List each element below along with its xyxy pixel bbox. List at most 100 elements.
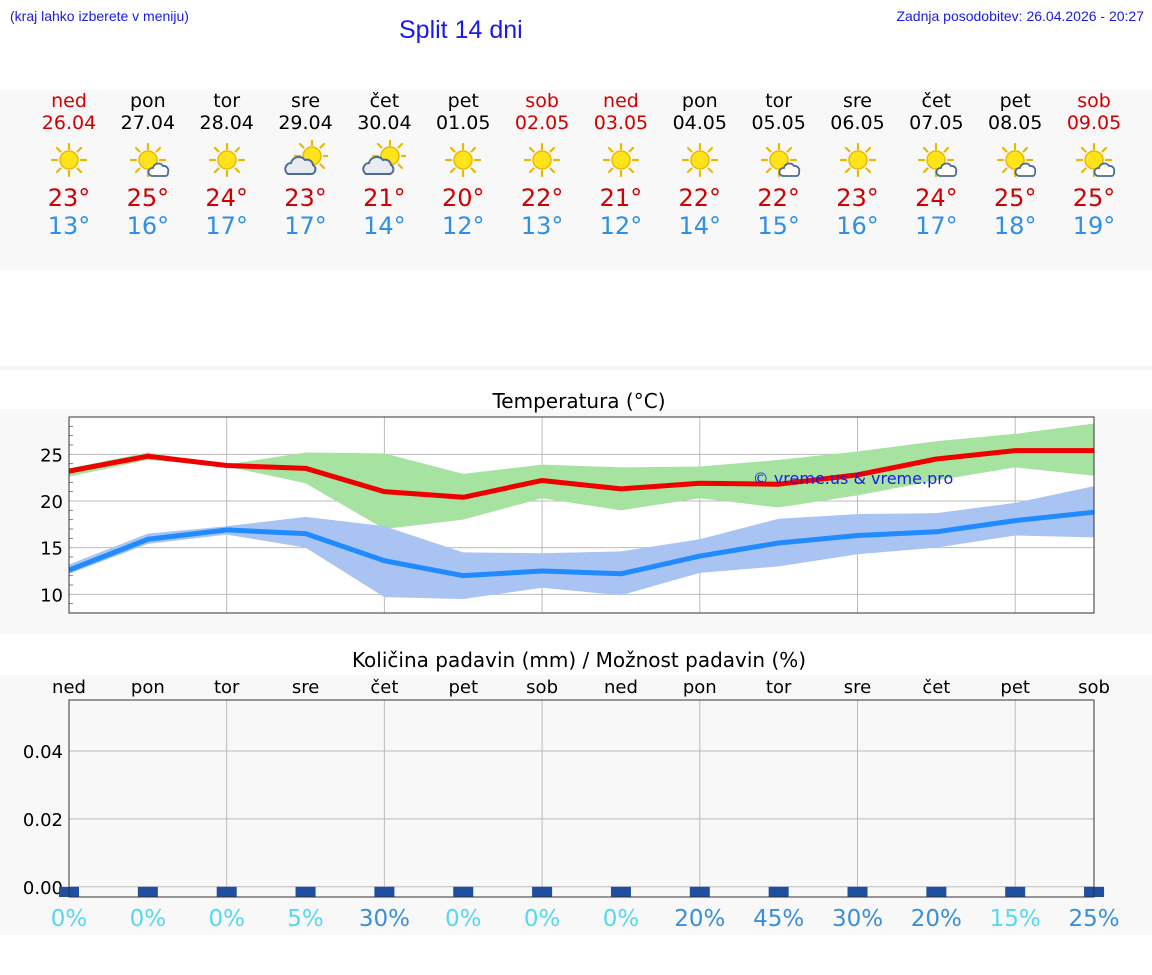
precip-bar [216, 886, 237, 897]
day-name: pet [999, 90, 1031, 112]
precip-probability: 15% [990, 906, 1041, 932]
day-date: 02.05 [514, 112, 570, 134]
max-temp: 24° [915, 184, 958, 212]
day-column: čet 30.04 21° 14° [344, 90, 424, 240]
precip-bar [847, 886, 868, 897]
max-temp: 22° [678, 184, 722, 212]
precip-y-tick-label: 0.00 [23, 878, 63, 899]
day-date: 06.05 [830, 112, 885, 134]
min-temp: 14° [678, 212, 722, 240]
day-name: sob [1077, 90, 1111, 112]
day-name: ned [603, 90, 639, 112]
max-temp: 21° [599, 184, 643, 212]
min-temp: 13° [47, 212, 91, 240]
day-column: sob 09.05 25° 19° [1054, 90, 1134, 240]
min-temp-range-band [69, 486, 1095, 599]
precip-plot-area [69, 700, 1094, 897]
min-temp: 12° [599, 212, 643, 240]
precip-day-label: pet [448, 677, 478, 698]
day-date: 05.05 [751, 112, 806, 134]
day-column: sob 02.05 22° 13° [502, 90, 582, 240]
precip-probability: 45% [753, 906, 804, 932]
day-column: pon 04.05 22° 14° [660, 90, 740, 240]
max-temp: 22° [520, 184, 564, 212]
precip-probability: 20% [674, 906, 725, 932]
day-name: ned [51, 90, 87, 112]
max-temp: 24° [205, 184, 248, 212]
day-date: 07.05 [909, 112, 964, 134]
max-temp: 23° [836, 184, 879, 212]
precip-chart-title: Količina padavin (mm) / Možnost padavin … [352, 648, 806, 672]
day-date: 04.05 [672, 112, 727, 134]
precip-day-label: pon [683, 677, 717, 698]
day-name: pon [129, 90, 166, 112]
day-date: 09.05 [1066, 112, 1122, 134]
precip-day-label: čet [922, 677, 950, 698]
page-title: Split 14 dni [399, 16, 523, 44]
min-temp-line [68, 509, 1095, 579]
precip-day-label: ned [604, 677, 638, 698]
precip-day-label: tor [766, 677, 792, 698]
temp-y-tick-label: 25 [40, 445, 63, 466]
precip-plot-frame [68, 699, 1095, 898]
min-temp: 18° [993, 212, 1037, 240]
day-column: tor 05.05 22° 15° [739, 90, 819, 240]
day-name: sre [291, 90, 321, 112]
day-name: tor [765, 90, 793, 112]
min-temp: 13° [520, 212, 564, 240]
precip-probability: 5% [287, 906, 324, 932]
day-column: ned 03.05 21° 12° [581, 90, 661, 240]
precip-probability: 0% [51, 906, 88, 932]
precip-y-tick-label: 0.02 [23, 810, 63, 831]
min-temp: 17° [205, 212, 248, 240]
precip-probability: 0% [445, 906, 482, 932]
precip-bar [768, 886, 789, 897]
max-temp: 25° [993, 184, 1037, 212]
day-name: čet [369, 90, 400, 112]
precip-day-label: čet [370, 677, 398, 698]
day-name: sre [843, 90, 872, 112]
precip-bar [610, 886, 631, 897]
precip-day-label: sre [844, 677, 871, 698]
precip-probability: 0% [524, 906, 561, 932]
separator [0, 366, 1152, 370]
day-column: pet 01.05 20° 12° [423, 90, 503, 240]
day-name: tor [213, 90, 241, 112]
temp-y-tick-label: 20 [40, 492, 63, 513]
day-column: pon 27.04 25° 16° [108, 90, 188, 240]
max-temp: 23° [47, 184, 91, 212]
precip-bar [689, 886, 710, 897]
precip-day-label: sre [292, 677, 319, 698]
precip-bar [137, 886, 158, 897]
precip-probability: 0% [603, 906, 640, 932]
max-temp: 21° [363, 184, 406, 212]
min-temp: 14° [363, 212, 406, 240]
temp-y-tick-label: 10 [40, 585, 63, 606]
temp-chart-title: Temperatura (°C) [491, 389, 665, 413]
precip-probability: 0% [208, 906, 245, 932]
day-column: čet 07.05 24° 17° [896, 90, 976, 240]
location-menu-hint: (kraj lahko izberete v meniju) [10, 8, 189, 24]
max-temp-line [68, 448, 1095, 500]
min-temp: 16° [126, 212, 170, 240]
day-name: pet [447, 90, 479, 112]
precip-probability: 20% [911, 906, 962, 932]
forecast-band [0, 90, 1152, 270]
min-temp: 15° [757, 212, 800, 240]
precip-bar [926, 886, 947, 897]
precip-day-label: ned [52, 677, 86, 698]
day-date: 29.04 [278, 112, 333, 134]
precip-probability: 0% [130, 906, 167, 932]
max-temp: 20° [441, 184, 485, 212]
min-temp: 12° [441, 212, 485, 240]
day-column: ned 26.04 23° 13° [29, 90, 109, 240]
precip-day-label: sob [1078, 677, 1110, 698]
min-temp: 16° [836, 212, 879, 240]
day-date: 26.04 [41, 112, 97, 134]
day-date: 28.04 [199, 112, 254, 134]
precip-probability: 30% [359, 906, 410, 932]
day-date: 27.04 [120, 112, 176, 134]
precip-probability: 30% [832, 906, 883, 932]
precip-day-label: tor [214, 677, 240, 698]
